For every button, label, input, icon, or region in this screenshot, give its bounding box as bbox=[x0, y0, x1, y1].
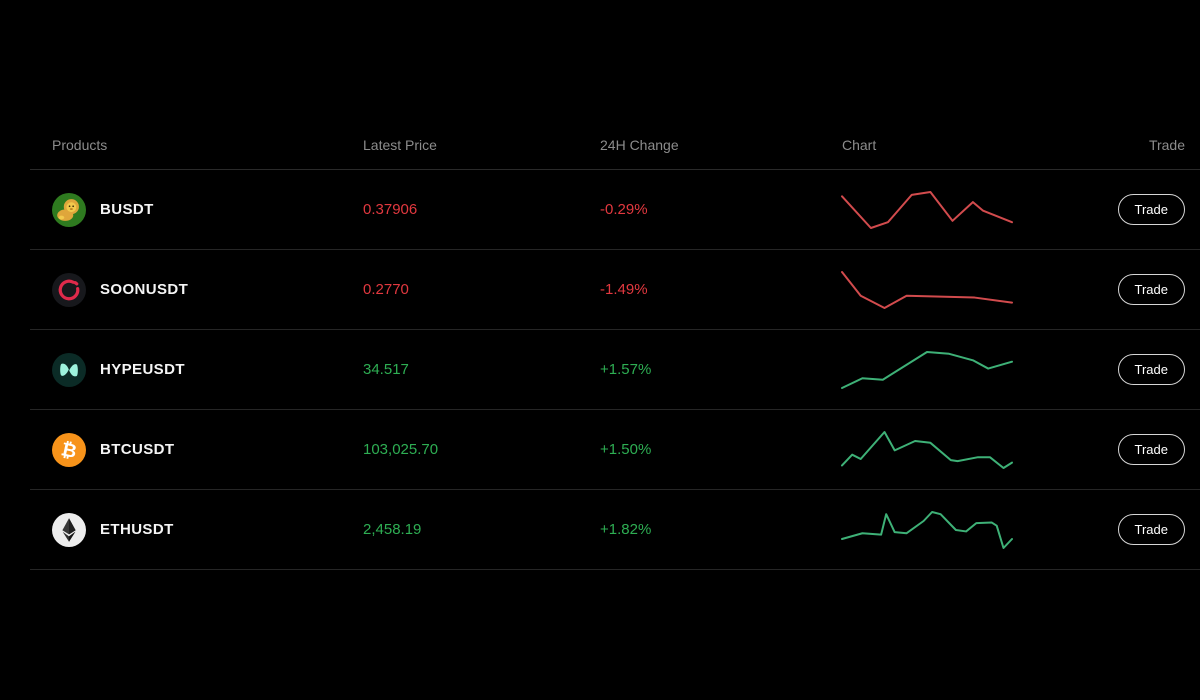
trade-button[interactable]: Trade bbox=[1117, 514, 1185, 545]
trade-button[interactable]: Trade bbox=[1117, 434, 1185, 465]
product-cell: SOONUSDT bbox=[30, 272, 363, 307]
table-row: SOONUSDT 0.2770 -1.49% Trade bbox=[30, 250, 1200, 330]
sparkline-chart bbox=[842, 512, 1012, 548]
24h-change-value: +1.82% bbox=[600, 521, 652, 538]
product-symbol: SOONUSDT bbox=[100, 281, 189, 298]
24h-change-value: -0.29% bbox=[600, 201, 648, 218]
24h-change-value: -1.49% bbox=[600, 281, 648, 298]
header-24h-change: 24H Change bbox=[600, 136, 679, 153]
bitcoin-coin-icon: ₿ bbox=[52, 432, 86, 467]
product-symbol: HYPEUSDT bbox=[100, 361, 185, 378]
chart-cell bbox=[842, 512, 1065, 548]
header-trade: Trade bbox=[1148, 136, 1185, 153]
product-symbol: ETHUSDT bbox=[100, 521, 174, 538]
table-row: HYPEUSDT 34.517 +1.57% Trade bbox=[30, 330, 1200, 410]
trade-cell: Trade bbox=[1065, 434, 1185, 465]
table-header-row: Products Latest Price 24H Change Chart T… bbox=[30, 120, 1200, 170]
ethereum-coin-icon bbox=[52, 512, 86, 547]
trade-button[interactable]: Trade bbox=[1117, 354, 1185, 385]
chart-cell bbox=[842, 432, 1065, 468]
latest-price-value: 0.2770 bbox=[363, 281, 409, 298]
product-symbol: BTCUSDT bbox=[100, 441, 175, 458]
product-cell: ETHUSDT bbox=[30, 512, 363, 547]
product-symbol: BUSDT bbox=[100, 201, 154, 218]
product-cell: ₿ BTCUSDT bbox=[30, 432, 363, 467]
table-row: ETHUSDT 2,458.19 +1.82% Trade bbox=[30, 490, 1200, 570]
latest-price-value: 2,458.19 bbox=[363, 521, 422, 538]
chart-cell bbox=[842, 352, 1065, 388]
24h-change-value: +1.50% bbox=[600, 441, 652, 458]
latest-price-value: 0.37906 bbox=[363, 201, 418, 218]
soon-coin-icon bbox=[52, 272, 86, 307]
sparkline-chart bbox=[842, 432, 1012, 468]
table-row: BUSDT 0.37906 -0.29% Trade bbox=[30, 170, 1200, 250]
24h-change-value: +1.57% bbox=[600, 361, 652, 378]
latest-price-value: 103,025.70 bbox=[363, 441, 439, 458]
chart-cell bbox=[842, 192, 1065, 228]
header-products: Products bbox=[52, 136, 108, 153]
trade-cell: Trade bbox=[1065, 354, 1185, 385]
sparkline-chart bbox=[842, 272, 1012, 308]
chart-cell bbox=[842, 272, 1065, 308]
header-latest-price: Latest Price bbox=[363, 136, 437, 153]
table-body: BUSDT 0.37906 -0.29% Trade SOONUSDT 0.27… bbox=[30, 170, 1200, 570]
b-lion-coin-icon bbox=[52, 192, 86, 227]
table-row: ₿ BTCUSDT 103,025.70 +1.50% Trade bbox=[30, 410, 1200, 490]
market-table: Products Latest Price 24H Change Chart T… bbox=[30, 120, 1200, 570]
trade-button[interactable]: Trade bbox=[1117, 194, 1185, 225]
trade-cell: Trade bbox=[1065, 514, 1185, 545]
trade-cell: Trade bbox=[1065, 194, 1185, 225]
svg-text:₿: ₿ bbox=[59, 438, 79, 463]
trade-cell: Trade bbox=[1065, 274, 1185, 305]
latest-price-value: 34.517 bbox=[363, 361, 409, 378]
trade-button[interactable]: Trade bbox=[1117, 274, 1185, 305]
sparkline-chart bbox=[842, 352, 1012, 388]
sparkline-chart bbox=[842, 192, 1012, 228]
header-chart: Chart bbox=[842, 136, 877, 153]
product-cell: HYPEUSDT bbox=[30, 352, 363, 387]
hyperliquid-coin-icon bbox=[52, 352, 86, 387]
product-cell: BUSDT bbox=[30, 192, 363, 227]
